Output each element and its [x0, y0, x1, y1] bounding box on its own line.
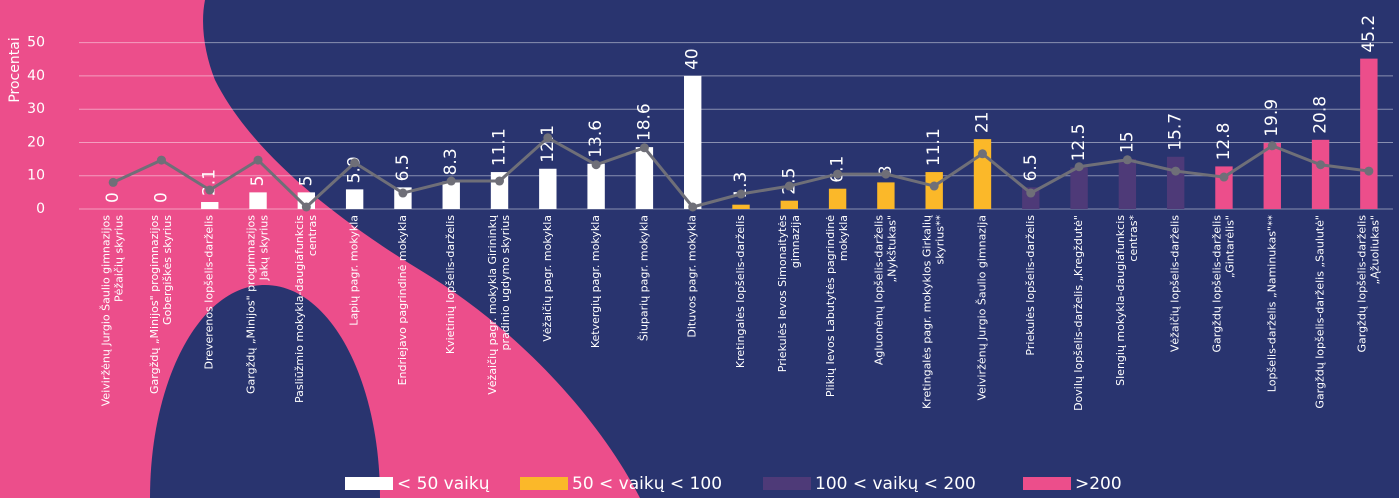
line-point: [1171, 167, 1180, 176]
value-label: 11.1: [924, 128, 944, 166]
line-point: [205, 186, 214, 195]
line-point: [495, 177, 504, 186]
value-label: 40: [683, 48, 703, 70]
bar: [1312, 140, 1329, 209]
line-point: [1268, 141, 1277, 150]
value-label: 18.6: [634, 103, 654, 141]
bar: [1264, 143, 1281, 209]
line-point: [1219, 173, 1228, 182]
y-tick-label: 50: [27, 35, 45, 51]
line-point: [157, 156, 166, 165]
x-tick-label: Priekulės lopšelis-darželis: [1024, 215, 1037, 356]
value-label: 8.3: [441, 148, 461, 175]
line-point: [785, 182, 794, 191]
y-tick-label: 30: [27, 101, 45, 117]
line-point: [688, 203, 697, 212]
x-tick-label: Lapių pagr. mokykla: [348, 215, 361, 326]
x-tick-label: Veiviržėnų Jurgio Šaulio gimnazija: [975, 215, 988, 401]
line-point: [447, 177, 456, 186]
value-label: 13.6: [586, 120, 606, 158]
x-tick-label: Endriejavo pagrindinė mokykla: [396, 215, 409, 385]
x-tick-label: Šiuparių pagr. mokykla: [637, 215, 650, 341]
value-label: 19.9: [1262, 99, 1282, 137]
value-label: 6.5: [393, 154, 413, 181]
value-label: 2.5: [779, 168, 799, 195]
bar: [346, 189, 363, 209]
legend-label: >200: [1075, 474, 1122, 494]
legend-swatch: [520, 477, 568, 490]
legend-swatch: [763, 477, 811, 490]
value-label: 6.1: [828, 156, 848, 183]
value-label: 45.2: [1359, 15, 1379, 53]
bar: [781, 201, 798, 209]
y-tick-label: 10: [27, 168, 45, 184]
x-tick-label: Dovilų lopšelis-darželis „Kregždutė": [1072, 215, 1085, 411]
bar: [732, 205, 749, 209]
value-label: 12.5: [1069, 124, 1089, 162]
line-point: [109, 178, 118, 187]
legend-swatch: [345, 477, 393, 490]
line-point: [302, 203, 311, 212]
y-tick-label: 20: [27, 134, 45, 150]
value-label: 11.1: [490, 128, 510, 166]
x-tick-label: Kretingalės lopšelis-darželis: [734, 215, 747, 368]
line-point: [543, 133, 552, 142]
bar: [829, 189, 846, 209]
bar: [1360, 59, 1377, 209]
line-point: [881, 170, 890, 179]
line-point: [398, 189, 407, 198]
value-label: 15.7: [1166, 113, 1186, 151]
bar: [249, 192, 266, 209]
value-label: 5: [296, 176, 316, 187]
bar: [587, 164, 604, 209]
legend-label: 100 < vaikų < 200: [815, 474, 976, 494]
value-label: 21: [972, 111, 992, 133]
legend-label: < 50 vaikų: [397, 474, 490, 494]
line-point: [1123, 155, 1132, 164]
value-label: 20.8: [1311, 96, 1331, 134]
line-point: [350, 158, 359, 167]
x-tick-label: Vėžaičių pagr. mokykla: [541, 215, 554, 342]
value-label: 6.5: [1021, 154, 1041, 181]
line-point: [1364, 167, 1373, 176]
chart: Procentai 010203040500Veiviržėnų Jurgio …: [0, 0, 1399, 498]
y-axis-label: Procentai: [7, 37, 23, 102]
line-point: [1075, 162, 1084, 171]
bar: [539, 169, 556, 209]
x-tick-label: Gargždų lopšelis-darželis „Saulutė": [1314, 215, 1327, 409]
value-label: 0: [151, 192, 171, 203]
bar: [1119, 159, 1136, 209]
y-tick-label: 40: [27, 68, 45, 84]
value-label: 15: [1117, 131, 1137, 153]
line-point: [1026, 189, 1035, 198]
x-tick-label: Dituvos pagr. mokykla: [686, 215, 699, 338]
bar: [684, 76, 701, 209]
line-point: [1316, 160, 1325, 169]
x-tick-label: Ketvergių pagr. mokykla: [589, 215, 602, 348]
legend-label: 50 < vaikų < 100: [572, 474, 722, 494]
line-point: [640, 143, 649, 152]
x-tick-label: Dreverenos lopšelis-darželis: [203, 215, 216, 370]
x-tick-label: Vėžaičių lopšelis-darželis: [1169, 215, 1182, 352]
bar: [201, 202, 218, 209]
value-label: 12.8: [1214, 123, 1234, 161]
line-point: [833, 170, 842, 179]
line-point: [930, 182, 939, 191]
x-tick-label: Kvietinių lopšelis-darželis: [444, 215, 457, 354]
line-point: [592, 160, 601, 169]
bar: [877, 182, 894, 209]
x-tick-label: Lopšelis-darželis „Naminukas"**: [1265, 215, 1278, 393]
value-label: 5: [248, 176, 268, 187]
y-tick-label: 0: [36, 201, 45, 217]
legend-swatch: [1023, 477, 1071, 490]
line-point: [737, 190, 746, 199]
value-label: 0: [103, 192, 123, 203]
bar: [1070, 167, 1087, 209]
line-point: [254, 156, 263, 165]
bar: [1167, 157, 1184, 209]
line-point: [978, 149, 987, 158]
